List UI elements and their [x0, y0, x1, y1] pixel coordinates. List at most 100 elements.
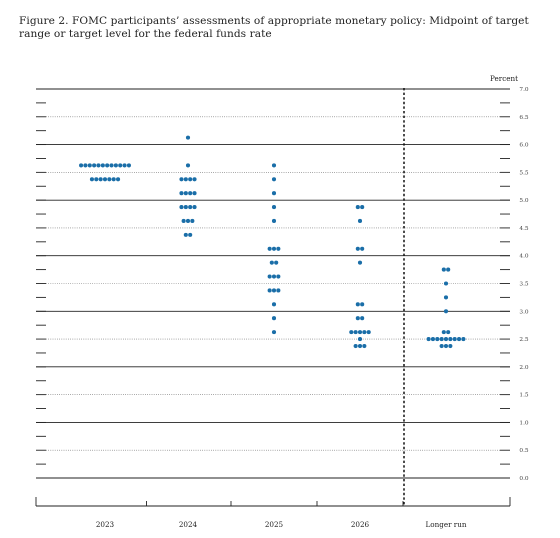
- participant-dot: [126, 163, 131, 168]
- y-tick-label: 2.5: [519, 337, 529, 343]
- participant-dot: [183, 191, 188, 196]
- participant-dot: [267, 246, 272, 251]
- participant-dot: [276, 274, 281, 279]
- y-tick-label: 7.0: [519, 87, 529, 93]
- participant-dot: [271, 330, 277, 335]
- participant-dot: [439, 343, 444, 349]
- participant-dot: [188, 205, 193, 210]
- participant-dot: [122, 163, 127, 168]
- participant-dot: [192, 191, 197, 196]
- participant-dot: [448, 343, 453, 349]
- participant-dot: [353, 330, 358, 335]
- y-tick-label: 0.0: [519, 476, 529, 482]
- participant-dot: [353, 343, 358, 349]
- y-tick-label: 1.0: [519, 420, 529, 426]
- participant-dot: [107, 177, 112, 182]
- participant-dot: [276, 288, 281, 293]
- participant-dot: [271, 177, 277, 182]
- participant-dot: [443, 337, 449, 342]
- participant-dot: [188, 191, 193, 196]
- participant-dot: [185, 163, 191, 168]
- y-tick-labels: 7.0 6.5 6.0 5.5 5.0 4.5 4.0 3.5 3.0 2.5 2.0 1.5 1.0 0…: [519, 87, 529, 482]
- y-tick-label: 4.5: [519, 226, 529, 232]
- participant-dot: [109, 163, 114, 168]
- participant-dot: [443, 281, 449, 286]
- participant-dot: [271, 218, 277, 224]
- participant-dot: [355, 302, 360, 307]
- participant-dot: [366, 330, 371, 335]
- participant-dot: [443, 343, 449, 349]
- y-tick-label: 5.5: [519, 170, 529, 176]
- participant-dot: [188, 232, 193, 237]
- x-category-label: 2024: [179, 520, 198, 529]
- participant-dot: [441, 330, 446, 335]
- participant-dot: [357, 218, 363, 224]
- participant-dot: [92, 163, 97, 168]
- participant-dot: [271, 316, 277, 321]
- participant-dot: [183, 232, 188, 237]
- y-tick-label: 2.0: [519, 365, 529, 371]
- participant-dot: [461, 337, 466, 342]
- participant-dot: [441, 267, 446, 272]
- participant-dot: [360, 246, 365, 251]
- x-category-labels: 2023 2024 2025 2026 Longer run: [96, 520, 467, 529]
- participant-dot: [113, 163, 118, 168]
- participant-dot: [360, 316, 365, 321]
- participant-dot: [457, 337, 462, 342]
- participant-dot: [271, 302, 277, 307]
- y-tick-label: 1.5: [519, 393, 529, 399]
- participant-dot: [448, 337, 453, 342]
- participant-dot: [362, 330, 367, 335]
- participant-dot: [271, 205, 277, 210]
- participant-dot: [83, 163, 88, 168]
- participant-dot: [271, 191, 277, 196]
- participant-dot: [443, 295, 449, 300]
- participant-dot: [267, 274, 272, 279]
- participant-dot: [100, 163, 105, 168]
- x-category-label: 2026: [351, 520, 370, 529]
- y-tick-label: 6.5: [519, 115, 529, 121]
- participant-dot: [443, 309, 449, 314]
- dots: [79, 135, 466, 349]
- participant-dot: [188, 177, 193, 182]
- participant-dot: [105, 163, 110, 168]
- participant-dot: [360, 302, 365, 307]
- participant-dot: [446, 267, 451, 272]
- participant-dot: [87, 163, 92, 168]
- participant-dot: [271, 246, 277, 251]
- participant-dot: [116, 177, 121, 182]
- x-category-label: 2025: [265, 520, 284, 529]
- participant-dot: [89, 177, 94, 182]
- participant-dot: [183, 177, 188, 182]
- participant-dot: [276, 246, 281, 251]
- participant-dot: [357, 260, 363, 265]
- gridlines: [36, 88, 510, 479]
- participant-dot: [185, 218, 191, 224]
- participant-dot: [355, 205, 360, 210]
- participant-dot: [118, 163, 123, 168]
- y-axis-unit-label: Percent: [490, 74, 518, 83]
- participant-dot: [79, 163, 84, 168]
- y-tick-label: 0.5: [519, 448, 529, 454]
- participant-dot: [357, 343, 363, 349]
- participant-dot: [183, 205, 188, 210]
- participant-dot: [435, 337, 440, 342]
- figure-caption: Figure 2. FOMC participants’ assessments…: [19, 15, 529, 40]
- participant-dot: [430, 337, 436, 342]
- participant-dot: [274, 260, 279, 265]
- participant-dot: [355, 316, 360, 321]
- x-category-label: 2023: [96, 520, 115, 529]
- y-tick-label: 6.0: [519, 143, 529, 149]
- y-tick-label: 3.5: [519, 282, 529, 288]
- participant-dot: [190, 218, 195, 224]
- participant-dot: [355, 246, 360, 251]
- participant-dot: [349, 330, 354, 335]
- participant-dot: [102, 177, 108, 182]
- participant-dot: [271, 288, 277, 293]
- participant-dot: [357, 330, 363, 335]
- x-axis: [35, 88, 511, 507]
- participant-dot: [111, 177, 116, 182]
- participant-dot: [179, 177, 184, 182]
- participant-dot: [446, 330, 451, 335]
- participant-dot: [98, 177, 103, 182]
